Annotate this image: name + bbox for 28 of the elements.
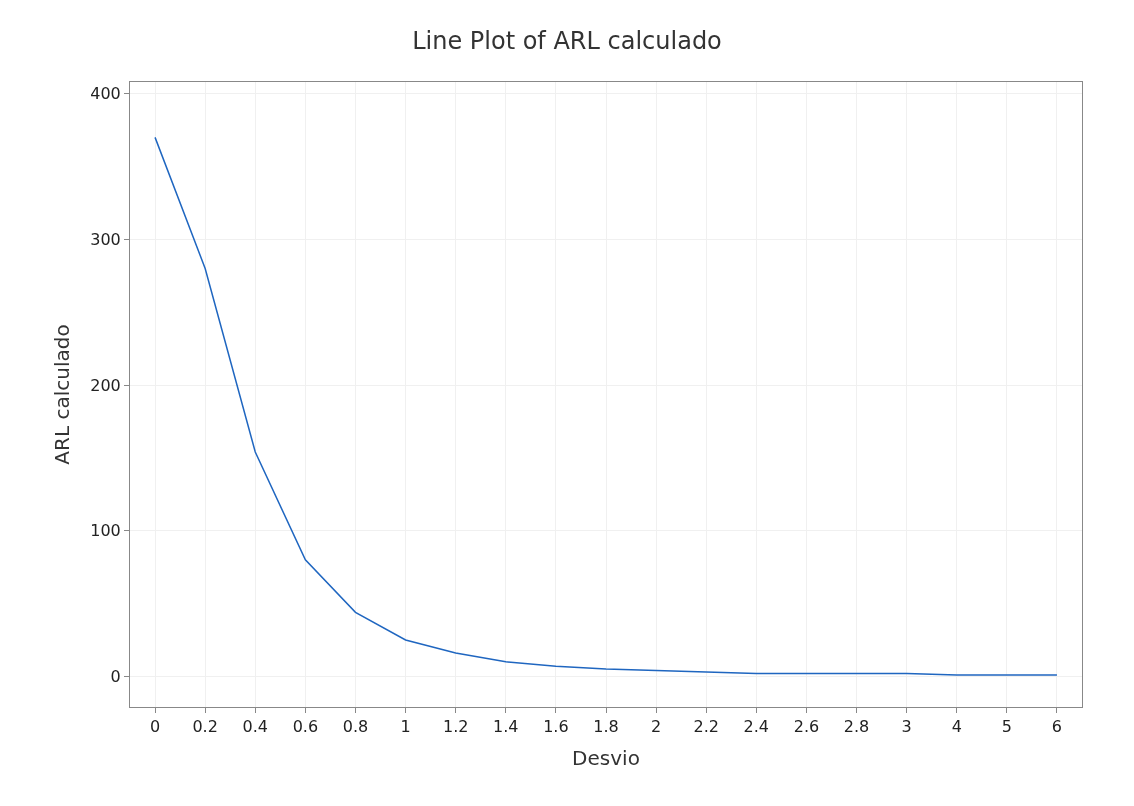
x-axis-title: Desvio <box>572 745 640 770</box>
chart-title: Line Plot of ARL calculado <box>412 27 722 56</box>
x-tick-label: 0.4 <box>242 717 268 737</box>
x-tick-label: 0.8 <box>342 717 369 737</box>
line-series <box>154 136 1058 676</box>
x-tick-label: 2.2 <box>693 717 719 737</box>
x-tick-label: 1 <box>400 717 411 737</box>
x-tick-label: 2.8 <box>843 717 870 737</box>
x-tick-label: 0.6 <box>292 717 319 737</box>
x-tick-label: 0 <box>149 717 161 737</box>
x-tick-label: 1.2 <box>442 717 469 737</box>
x-tick-label: 2 <box>651 717 662 737</box>
x-tick-label: 1.6 <box>543 717 569 737</box>
x-tick-label: 6 <box>1051 717 1063 737</box>
y-tick-label: 0 <box>110 667 121 687</box>
y-tick-label: 200 <box>90 375 121 395</box>
y-tick-label: 100 <box>90 521 121 541</box>
y-tick-label: 300 <box>90 229 121 249</box>
x-tick-label: 0.2 <box>192 717 218 737</box>
y-tick-label: 400 <box>90 84 121 104</box>
x-tick-label: 2.6 <box>793 717 820 737</box>
x-tick-label: 2.4 <box>743 717 770 737</box>
x-tick-label: 1.8 <box>593 717 619 737</box>
y-axis-title: ARL calculado <box>49 324 74 465</box>
x-tick-label: 4 <box>951 717 962 737</box>
x-tick-label: 3 <box>901 717 912 737</box>
x-tick-label: 1.4 <box>493 717 519 737</box>
x-tick-label: 5 <box>1001 717 1012 737</box>
